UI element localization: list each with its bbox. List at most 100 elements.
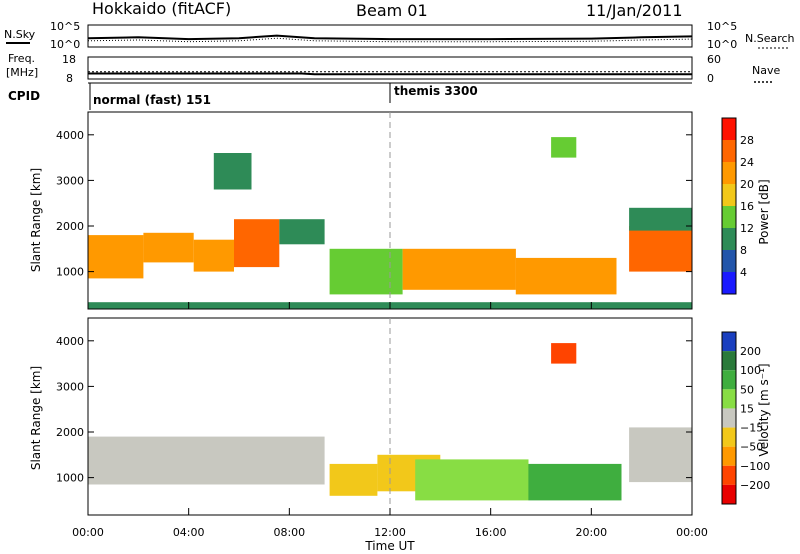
noise-tick-right-bottom: 10^0 <box>707 38 737 51</box>
velocity-region-4 <box>528 463 622 501</box>
x-axis-ticks: 00:00 04:00 08:00 12:00 16:00 20:00 00:00 <box>72 302 708 539</box>
velocity-region-5 <box>629 427 692 483</box>
power-colorbar-cell-4 <box>722 184 736 206</box>
velocity-cells <box>88 343 692 501</box>
velocity-ylabel: Slant Range [km] <box>29 366 43 470</box>
date-title: 11/Jan/2011 <box>586 1 683 20</box>
velocity-panel: 1000 2000 3000 4000 Slant Range [km] 200 100… <box>29 317 771 516</box>
power-colorbar-cell-2 <box>722 228 736 250</box>
velocity-colorbar-label: Velocity [m s⁻¹] <box>757 363 771 456</box>
power-colorbar-cell-5 <box>722 162 736 184</box>
velocity-ytick-label-1: 2000 <box>56 426 84 439</box>
velocity-colorbar-tick-0: 200 <box>740 345 761 358</box>
velocity-ytick-label-3: 4000 <box>56 335 84 348</box>
power-ylabel: Slant Range [km] <box>29 168 43 272</box>
velocity-region-6 <box>551 343 577 364</box>
power-ytick-label-3: 4000 <box>56 129 84 142</box>
velocity-colorbar-tick-2: 50 <box>740 383 754 396</box>
freq-tick-top: 18 <box>62 53 76 66</box>
power-ytick-label-2: 3000 <box>56 174 84 187</box>
power-colorbar-cell-3 <box>722 206 736 228</box>
power-colorbar-tick-4: 20 <box>740 178 754 191</box>
freq-label-1: Freq. <box>8 52 35 65</box>
velocity-colorbar-cell-5 <box>722 427 736 447</box>
station-title: Hokkaido (fitACF) <box>92 0 231 18</box>
power-colorbar-cell-0 <box>722 272 736 294</box>
power-ytick-label-0: 1000 <box>56 266 84 279</box>
xtick-label-4: 16:00 <box>475 526 507 539</box>
velocity-colorbar-cell-7 <box>722 465 736 485</box>
velocity-colorbar-tick-4: −15 <box>740 422 763 435</box>
velocity-colorbar-cell-0 <box>722 332 736 352</box>
xtick-label-6: 00:00 <box>676 526 708 539</box>
velocity-colorbar-cell-3 <box>722 389 736 409</box>
power-region-8 <box>629 226 692 272</box>
velocity-ytick-label-2: 3000 <box>56 380 84 393</box>
velocity-colorbar-cell-1 <box>722 351 736 371</box>
nsky-label: N.Sky <box>4 28 36 41</box>
cpid-panel: CPID normal (fast) 151 themis 3300 <box>8 82 692 110</box>
velocity-yticks: 1000 2000 3000 4000 <box>56 335 692 485</box>
freq-tick-bottom: 8 <box>66 72 73 85</box>
power-colorbar-tick-6: 28 <box>740 134 754 147</box>
noise-tick-left-bottom: 10^0 <box>50 38 80 51</box>
noise-panel: N.Sky 10^5 10^0 10^5 10^0 N.Search <box>4 20 795 51</box>
xtick-label-1: 04:00 <box>173 526 205 539</box>
cpid-label: CPID <box>8 89 40 103</box>
velocity-colorbar-tick-1: 100 <box>740 364 761 377</box>
velocity-colorbar-frame <box>721 331 737 505</box>
power-region-0 <box>88 235 144 279</box>
freq-panel: Freq. [MHz] 18 8 60 0 Nave <box>6 52 780 85</box>
velocity-colorbar-tick-5: −50 <box>740 441 763 454</box>
velocity-ytick-label-0: 1000 <box>56 472 84 485</box>
power-region-6 <box>402 248 516 290</box>
power-colorbar-tick-0: 4 <box>740 266 747 279</box>
velocity-colorbar-cell-4 <box>722 408 736 428</box>
power-region-5 <box>329 248 403 295</box>
power-region-2 <box>193 239 234 272</box>
power-region-1 <box>143 232 194 263</box>
cpid-mode-themis: themis 3300 <box>394 84 478 98</box>
velocity-colorbar-tick-7: −200 <box>740 479 770 492</box>
freq-panel-frame <box>87 56 693 80</box>
nave-tick-bottom: 0 <box>707 72 714 85</box>
nsearch-label: N.Search <box>745 32 795 45</box>
xtick-label-2: 08:00 <box>273 526 305 539</box>
cpid-mode-normal: normal (fast) 151 <box>93 93 211 107</box>
power-colorbar-cell-1 <box>722 250 736 272</box>
x-axis-label: Time UT <box>364 539 415 553</box>
power-colorbar-label: Power [dB] <box>757 179 771 244</box>
velocity-colorbar-tick-6: −100 <box>740 460 770 473</box>
noise-tick-right-top: 10^5 <box>707 20 737 33</box>
frequency-line <box>88 72 692 76</box>
power-yticks: 1000 2000 3000 4000 <box>56 129 692 279</box>
velocity-colorbar-cell-2 <box>722 370 736 390</box>
power-region-10 <box>551 137 577 158</box>
noise-panel-frame <box>87 24 693 48</box>
velocity-region-0 <box>88 436 325 485</box>
power-panel: 1000 2000 3000 4000 Slant Range [km] 4 8 12 16… <box>29 111 771 310</box>
power-region-11 <box>213 153 252 190</box>
power-region-3 <box>234 219 280 268</box>
power-colorbar-frame <box>721 117 737 295</box>
power-colorbar-cell-7 <box>722 118 736 140</box>
velocity-colorbar-tick-3: 15 <box>740 402 754 415</box>
xtick-label-5: 20:00 <box>575 526 607 539</box>
power-colorbar-cell-6 <box>722 140 736 162</box>
nave-tick-top: 60 <box>707 53 721 66</box>
noise-sky-line <box>87 34 693 41</box>
xtick-label-3: 12:00 <box>374 526 406 539</box>
power-colorbar: 4 8 12 16 20 24 28 <box>721 117 754 295</box>
power-colorbar-tick-3: 16 <box>740 200 754 213</box>
power-region-4 <box>279 219 325 245</box>
power-colorbar-tick-5: 24 <box>740 156 754 169</box>
power-colorbar-tick-2: 12 <box>740 222 754 235</box>
velocity-colorbar-cell-6 <box>722 446 736 466</box>
power-ytick-label-1: 2000 <box>56 220 84 233</box>
velocity-region-1 <box>329 463 378 496</box>
velocity-colorbar-cell-8 <box>722 484 736 504</box>
xtick-label-0: 00:00 <box>72 526 104 539</box>
velocity-region-3 <box>415 459 529 501</box>
nave-label: Nave <box>752 64 780 77</box>
